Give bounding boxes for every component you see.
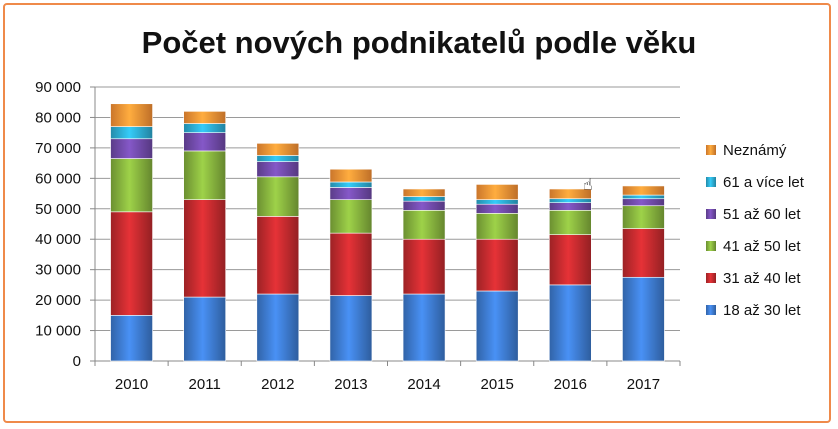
bar-segment — [622, 185, 665, 196]
x-tick-label: 2015 — [481, 376, 514, 393]
bar-segment — [256, 293, 300, 362]
bar-segment — [475, 213, 519, 240]
bar-segment — [549, 188, 592, 200]
bar-segment — [110, 211, 153, 316]
bar-segment — [256, 176, 300, 217]
x-tick-label: 2014 — [407, 376, 440, 393]
bar-segment — [329, 199, 373, 234]
x-tick-label: 2012 — [261, 376, 294, 393]
bar-segment — [110, 126, 153, 140]
y-tick-label: 50 000 — [35, 201, 81, 218]
bar-segment — [110, 103, 153, 127]
bar-segment — [475, 184, 519, 200]
chart-title: Počet nových podnikatelů podle věku — [141, 25, 697, 60]
y-tick-label: 60 000 — [35, 170, 81, 187]
legend-label: 61 a více let — [723, 174, 805, 191]
bar-segment — [110, 315, 153, 362]
x-tick-label: 2016 — [554, 376, 587, 393]
legend: Neznámý 61 a více let 51 až 60 let 41 až 50… — [706, 142, 805, 319]
legend-swatch — [706, 273, 716, 283]
bar-segment — [183, 123, 226, 133]
y-axis-ticks: 0 10 000 20 000 30 000 40 000 50 000 60 000 70 … — [35, 79, 96, 370]
y-tick-label: 80 000 — [35, 109, 81, 126]
hand-cursor-icon: ☝ — [583, 177, 593, 194]
bar-segment — [549, 284, 592, 362]
bar-segment — [622, 205, 665, 229]
bar-segment — [402, 200, 446, 211]
bars — [110, 103, 665, 362]
bar-segment — [549, 234, 592, 286]
bar-segment — [183, 132, 226, 152]
bar-segment — [402, 188, 446, 197]
bar-segment — [110, 158, 153, 213]
legend-swatch — [706, 241, 716, 251]
y-tick-label: 20 000 — [35, 292, 81, 309]
bar-segment — [256, 161, 300, 178]
bar-segment — [183, 111, 226, 124]
legend-label: 31 až 40 let — [723, 270, 801, 287]
bar-segment — [475, 199, 519, 205]
y-tick-label: 10 000 — [35, 323, 81, 340]
bar-segment — [622, 198, 665, 207]
bar-segment — [329, 187, 373, 200]
bar-segment — [475, 203, 519, 214]
legend-label: Neznámý — [723, 142, 787, 159]
legend-swatch — [706, 209, 716, 219]
y-tick-label: 30 000 — [35, 262, 81, 279]
bar-segment — [183, 199, 226, 298]
legend-swatch — [706, 305, 716, 315]
bar-segment — [549, 202, 592, 211]
bar-segment — [622, 194, 665, 200]
bar-segment — [475, 238, 519, 292]
bar-segment — [256, 155, 300, 162]
bar-segment — [622, 276, 665, 362]
bar-segment — [402, 238, 446, 295]
bar-segment — [402, 196, 446, 202]
bar-segment — [402, 210, 446, 240]
bar-segment — [549, 210, 592, 235]
grid-lines — [95, 86, 680, 362]
bar-segment — [622, 228, 665, 278]
bar-segment — [549, 198, 592, 203]
y-tick-label: 40 000 — [35, 231, 81, 248]
bar-segment — [329, 295, 373, 362]
bar-segment — [256, 143, 300, 156]
bar-segment — [110, 138, 153, 159]
bar-segment — [329, 168, 373, 183]
bar-segment — [402, 293, 446, 362]
bar-segment — [183, 150, 226, 200]
legend-label: 18 až 30 let — [723, 302, 801, 319]
x-tick-label: 2017 — [627, 376, 660, 393]
bar-segment — [329, 181, 373, 188]
y-tick-label: 90 000 — [35, 79, 81, 96]
legend-label: 51 až 60 let — [723, 206, 801, 223]
legend-label: 41 až 50 let — [723, 238, 801, 255]
x-axis-ticks: 2010 2011 2012 2013 2014 2015 2016 2017 — [94, 361, 681, 393]
bar-segment — [475, 290, 519, 362]
x-tick-label: 2011 — [189, 376, 221, 393]
y-tick-label: 70 000 — [35, 140, 81, 157]
bar-segment — [256, 216, 300, 295]
x-tick-label: 2010 — [115, 376, 148, 393]
x-tick-label: 2013 — [334, 376, 367, 393]
legend-swatch — [706, 177, 716, 187]
legend-swatch — [706, 145, 716, 155]
y-tick-label: 0 — [73, 353, 81, 370]
bar-segment — [183, 296, 226, 362]
bar-segment — [329, 232, 373, 296]
